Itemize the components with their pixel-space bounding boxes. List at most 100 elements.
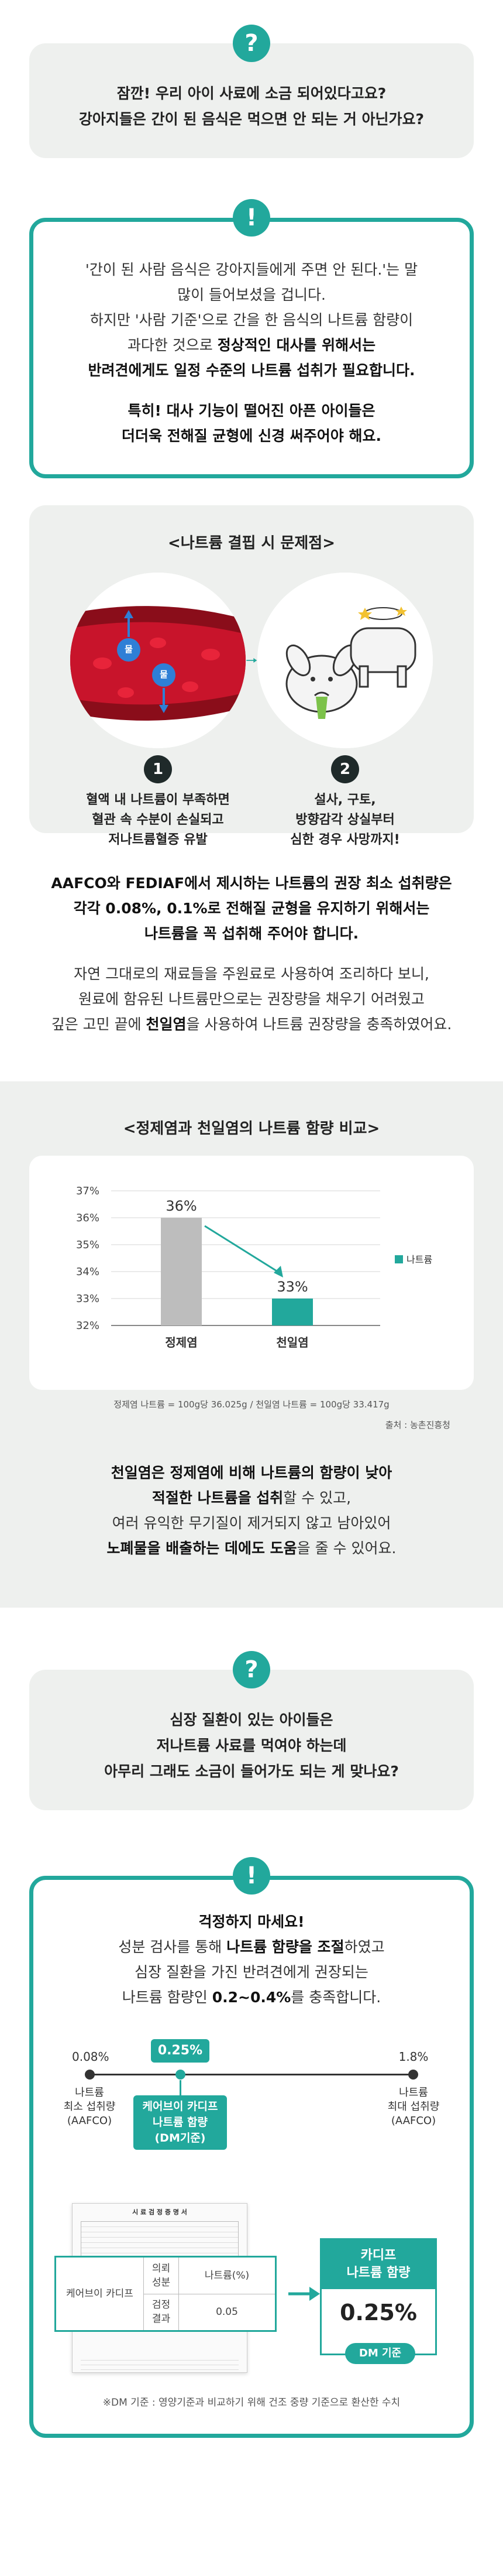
- faq1-answer-line7: 더더욱 전해질 균형에 신경 써주어야 해요.: [121, 427, 382, 444]
- item1-line1: 혈액 내 나트륨이 부족하면: [86, 793, 230, 807]
- item1-line2: 혈관 속 수분이 손실되고: [92, 813, 224, 827]
- y-tick-label: 36%: [76, 1212, 99, 1224]
- faq2-question-box: 심장 질환이 있는 아이들은 저나트륨 사료를 먹여야 하는데 아무리 그래도 …: [29, 1670, 474, 1810]
- report-lines: [81, 2221, 239, 2256]
- report-product: 케어브이 카디프: [56, 2258, 144, 2330]
- info-line3: 나트륨을 꼭 섭취해 주어야 합니다.: [144, 925, 359, 942]
- report-col1: 의뢰 성분: [144, 2258, 179, 2294]
- faq1-answer-line6: 특히! 대사 기능이 떨어진 아픈 아이들은: [128, 402, 375, 419]
- info-block-1: AAFCO와 FEDIAF에서 제시하는 나트륨의 권장 최소 섭취량은 각각 …: [0, 871, 503, 946]
- faq2-question-line2: 저나트륨 사료를 먹여야 하는데: [156, 1737, 347, 1754]
- y-tick-label: 34%: [76, 1266, 99, 1278]
- y-tick-label: 37%: [76, 1185, 99, 1197]
- info-line6: 깊은 고민 끝에 천일염을 사용하여 나트륨 권장량을 충족하였어요.: [51, 1016, 452, 1033]
- scale-min-value: 0.08%: [72, 2050, 109, 2064]
- faq2-answer-box: 걱정하지 마세요! 성분 검사를 통해 나트륨 함량을 조절하였고 심장 질환을…: [29, 1876, 474, 2438]
- faq1-answer-line5: 반려견에게도 일정 수준의 나트륨 섭취가 필요합니다.: [88, 362, 415, 379]
- faq2-answer-line3: 나트륨 함량인 0.2~0.4%를 충족합니다.: [122, 1989, 381, 2006]
- item2-line3: 심한 경우 사망까지!: [290, 833, 400, 847]
- chart-footnote: 정제염 나트륨 = 100g당 36.025g / 천일염 나트륨 = 100g…: [113, 1399, 390, 1410]
- info-section: AAFCO와 FEDIAF에서 제시하는 나트륨의 권장 최소 섭취량은 각각 …: [0, 833, 503, 1081]
- trend-arrow-line: [204, 1225, 280, 1274]
- faq1-answer-box: '간이 된 사람 음식은 강아지들에게 주면 안 된다.'는 말 많이 들어보셨…: [29, 218, 474, 478]
- exclamation-icon-2: !: [233, 1857, 270, 1895]
- report-title: 시 료 검 정 증 명 서: [132, 2208, 187, 2216]
- chart-title: <정제염과 천일염의 나트륨 함량 비교>: [123, 1120, 380, 1138]
- exclamation-icon: !: [233, 199, 270, 237]
- scale-min-label3: (AAFCO): [67, 2115, 112, 2127]
- report-col2: 나트륨(%): [204, 2269, 250, 2282]
- y-tick-label: 32%: [76, 1320, 99, 1332]
- question-mark-icon-2: ?: [233, 1651, 270, 1688]
- info-line2: 각각 0.08%, 0.1%로 전해질 균형을 유지하기 위해서는: [73, 900, 430, 917]
- arrow-right-icon: [246, 658, 257, 663]
- question-mark-icon: ?: [233, 25, 270, 62]
- scale-max-label3: (AAFCO): [391, 2115, 436, 2127]
- chart-desc-line1: 천일염은 정제염에 비해 나트륨의 함량이 낮아: [111, 1464, 392, 1481]
- deficiency-title: <나트륨 결핍 시 문제점>: [167, 535, 335, 552]
- faq1-question-line2: 강아지들은 간이 된 음식은 먹으면 안 되는 거 아닌가요?: [78, 111, 425, 128]
- x-category-label: 천일염: [276, 1335, 308, 1349]
- chart-desc-line2: 적절한 나트륨을 섭취할 수 있고,: [151, 1489, 352, 1506]
- faq2-answer-title: 걱정하지 마세요!: [198, 1913, 305, 1930]
- mid-label1: 케어브이 카디프: [142, 2100, 218, 2113]
- deficiency-item-2: 2 설사, 구토, 방향감각 상실부터 심한 경우 사망까지!: [257, 755, 433, 850]
- faq2-question-line3: 아무리 그래도 소금이 들어가도 되는 게 맞나요?: [104, 1763, 399, 1780]
- trend-arrow-head: [274, 1266, 283, 1277]
- legend-label: 나트륨: [406, 1254, 432, 1265]
- info-line5: 원료에 함유된 나트륨만으로는 권장량을 채우기 어려웠고: [78, 991, 425, 1008]
- info-block-2: 자연 그대로의 재료들을 주원료로 사용하여 조리하다 보니, 원료에 함유된 …: [0, 961, 503, 1037]
- result-value: 0.25%: [340, 2300, 417, 2325]
- bar-value-label: 33%: [277, 1279, 308, 1295]
- scale-min-dot: [85, 2070, 95, 2080]
- chart-area: 37% 36% 35% 34% 33% 32% 36% 정제염 33% 천일염 나트륨: [29, 1156, 474, 1392]
- faq1-section: ? 잠깐! 우리 아이 사료에 소금 되어있다고요? 강아지들은 간이 된 음식…: [0, 0, 503, 478]
- item2-line2: 방향감각 상실부터: [295, 813, 395, 827]
- blood-vessel-icon: [70, 573, 246, 748]
- chart-source: 출처 : 농촌진흥청: [385, 1420, 450, 1430]
- mid-label2: 나트륨 함량: [152, 2116, 208, 2129]
- scale-min-label: 나트륨 최소 섭취량 (AAFCO): [60, 2086, 119, 2128]
- water-label-2: 물: [160, 669, 168, 680]
- faq1-answer-line4: 과다한 것으로 정상적인 대사를 위해서는: [127, 337, 376, 354]
- sick-dog-icon: [257, 573, 433, 748]
- scale-line: [89, 2074, 414, 2075]
- chart-description: 천일염은 정제염에 비해 나트륨의 함량이 낮아 적절한 나트륨을 섭취할 수 …: [0, 1460, 503, 1561]
- scale-min-label1: 나트륨: [75, 2087, 104, 2099]
- faq1-answer-line2: 많이 들어보셨을 겁니다.: [177, 286, 326, 303]
- faq1-answer-line1: '간이 된 사람 음식은 강아지들에게 주면 안 된다.'는 말: [85, 261, 418, 278]
- blood-vessel-illustration: 물 물: [70, 573, 246, 748]
- legend-swatch: [395, 1255, 403, 1263]
- bar-value-label: 36%: [166, 1198, 197, 1214]
- y-tick-label: 33%: [76, 1293, 99, 1305]
- result-box: 카디프 나트륨 함량 0.25% DM 기준: [320, 2238, 437, 2364]
- result-title1: 카디프: [360, 2248, 397, 2263]
- deficiency-section: <나트륨 결핍 시 문제점>: [0, 478, 503, 847]
- result-title: 카디프 나트륨 함량: [322, 2240, 435, 2289]
- report-zoom-table: 케어브이 카디프 의뢰 성분 나트륨(%) 검정 결과 0.05: [54, 2256, 277, 2332]
- y-tick-label: 35%: [76, 1239, 99, 1251]
- sodium-scale: 0.08% 1.8% 0.25% 나트륨 최소 섭취량 (AAFCO) 나트륨 …: [54, 2027, 449, 2203]
- deficiency-item-1: 1 혈액 내 나트륨이 부족하면 혈관 속 수분이 손실되고 저나트륨혈증 유발: [70, 755, 246, 850]
- scale-max-value: 1.8%: [398, 2050, 429, 2064]
- scale-min-label2: 최소 섭취량: [63, 2101, 116, 2113]
- result-title2: 나트륨 함량: [346, 2266, 411, 2280]
- faq2-footnote: ※DM 기준 : 영양기준과 비교하기 위해 건조 중량 기준으로 환산한 수치: [102, 2397, 401, 2409]
- deficiency-box: <나트륨 결핍 시 문제점>: [29, 505, 474, 847]
- mid-connector: [180, 2080, 181, 2095]
- report-area: 시 료 검 정 증 명 서 케어브이 카디프 의뢰 성분 나트륨(%) 검정 결…: [54, 2203, 449, 2379]
- arrow-right-icon-2: [288, 2287, 320, 2301]
- faq2-answer-line1: 성분 검사를 통해 나트륨 함량을 조절하였고: [118, 1938, 385, 1955]
- result-basis-badge: DM 기준: [345, 2343, 415, 2364]
- sodium-bar-chart: 37% 36% 35% 34% 33% 32% 36% 정제염 33% 천일염 나트륨: [29, 1156, 474, 1390]
- x-category-label: 정제염: [165, 1335, 197, 1349]
- sick-dog-illustration: [257, 573, 433, 748]
- chart-background: [29, 1156, 474, 1390]
- scale-max-label1: 나트륨: [399, 2087, 428, 2099]
- info-line1: AAFCO와 FEDIAF에서 제시하는 나트륨의 권장 최소 섭취량은: [51, 875, 452, 892]
- scale-mid-dot: [175, 2070, 185, 2080]
- faq2-question-line1: 심장 질환이 있는 아이들은: [170, 1711, 333, 1728]
- faq2-section: ? 심장 질환이 있는 아이들은 저나트륨 사료를 먹여야 하는데 아무리 그래…: [0, 1608, 503, 2461]
- chart-desc-line4: 노폐물을 배출하는 데에도 도움을 줄 수 있어요.: [106, 1540, 397, 1557]
- faq1-question-line1: 잠깐! 우리 아이 사료에 소금 되어있다고요?: [116, 85, 387, 102]
